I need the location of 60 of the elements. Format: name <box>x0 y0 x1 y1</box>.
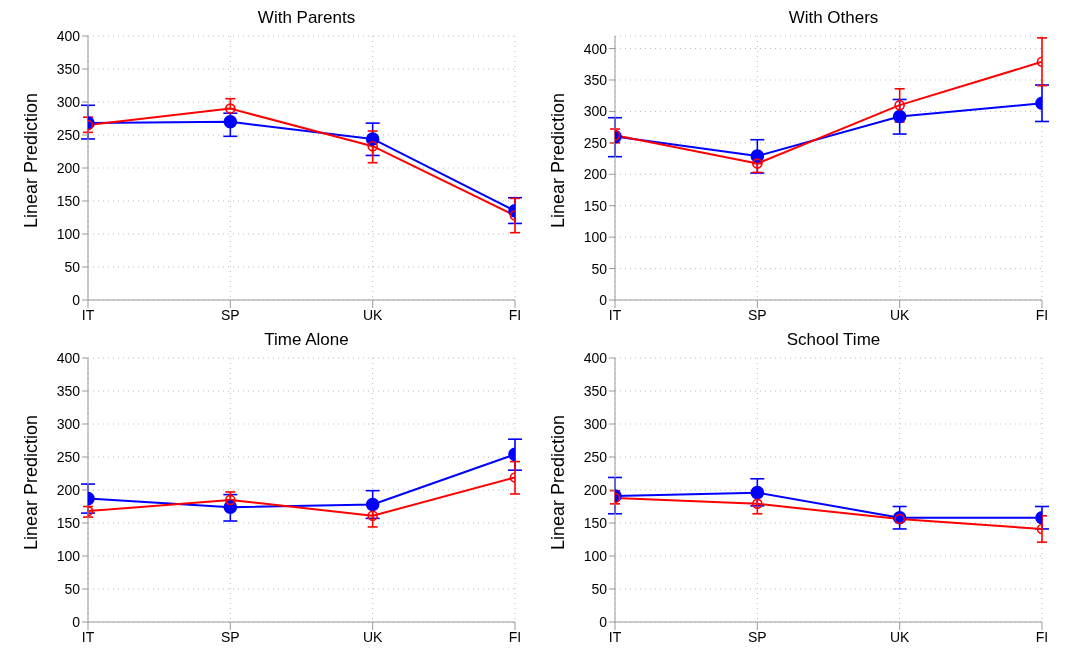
x-tick-label: SP <box>220 628 240 645</box>
chart-title: With Parents <box>257 8 356 27</box>
y-tick-label: 250 <box>583 448 608 465</box>
y-tick-label: 200 <box>56 481 81 498</box>
y-tick-label: 0 <box>72 291 81 308</box>
x-tick-label: FI <box>508 628 522 645</box>
y-tick-label: 300 <box>56 415 81 432</box>
y-tick-label: 300 <box>583 415 608 432</box>
x-tick-label: FI <box>1035 628 1049 645</box>
y-tick-label: 400 <box>56 27 81 44</box>
y-axis-title: Linear Prediction <box>21 414 42 550</box>
y-tick-label: 350 <box>56 60 81 77</box>
y-tick-label: 200 <box>583 481 608 498</box>
y-tick-label: 0 <box>599 291 608 308</box>
y-tick-label: 150 <box>583 197 608 214</box>
x-tick-label: UK <box>362 306 384 323</box>
chart-title: School Time <box>786 330 881 349</box>
y-tick-label: 400 <box>583 349 608 366</box>
x-tick-label: FI <box>508 306 522 323</box>
y-tick-label: 250 <box>56 448 81 465</box>
y-tick-label: 400 <box>56 349 81 366</box>
y-tick-label: 300 <box>56 93 81 110</box>
y-tick-label: 300 <box>583 103 608 120</box>
y-axis-title: Linear Prediction <box>21 92 42 228</box>
x-tick-label: FI <box>1035 306 1049 323</box>
y-tick-label: 350 <box>56 382 81 399</box>
x-tick-label: IT <box>81 306 95 323</box>
y-axis-title: Linear Prediction <box>548 414 569 550</box>
y-tick-label: 50 <box>591 580 608 597</box>
y-tick-label: 250 <box>56 126 81 143</box>
y-tick-label: 200 <box>56 159 81 176</box>
y-tick-label: 200 <box>583 166 608 183</box>
y-tick-label: 100 <box>56 225 81 242</box>
y-tick-label: 100 <box>56 547 81 564</box>
x-tick-label: IT <box>608 306 622 323</box>
y-tick-label: 100 <box>583 547 608 564</box>
y-tick-label: 150 <box>56 192 81 209</box>
y-tick-label: 400 <box>583 40 608 57</box>
y-tick-label: 250 <box>583 134 608 151</box>
x-tick-label: UK <box>889 628 911 645</box>
chart-title: Time Alone <box>264 330 349 349</box>
x-tick-label: UK <box>362 628 384 645</box>
x-tick-label: SP <box>747 306 767 323</box>
y-tick-label: 50 <box>591 260 608 277</box>
y-tick-label: 50 <box>64 258 81 275</box>
y-tick-label: 350 <box>583 71 608 88</box>
chart-title: With Others <box>787 8 880 29</box>
x-tick-label: IT <box>81 628 95 645</box>
x-tick-label: SP <box>747 628 767 645</box>
y-tick-label: 0 <box>599 613 608 630</box>
x-tick-label: IT <box>608 628 622 645</box>
x-tick-label: UK <box>889 306 911 323</box>
y-axis-title: Linear Prediction <box>548 92 569 228</box>
x-tick-label: SP <box>220 306 240 323</box>
y-tick-label: 50 <box>64 580 81 597</box>
y-tick-label: 0 <box>72 613 81 630</box>
y-tick-label: 150 <box>583 514 608 531</box>
y-tick-label: 100 <box>583 229 608 246</box>
y-tick-label: 150 <box>56 514 81 531</box>
y-tick-label: 350 <box>583 382 608 399</box>
